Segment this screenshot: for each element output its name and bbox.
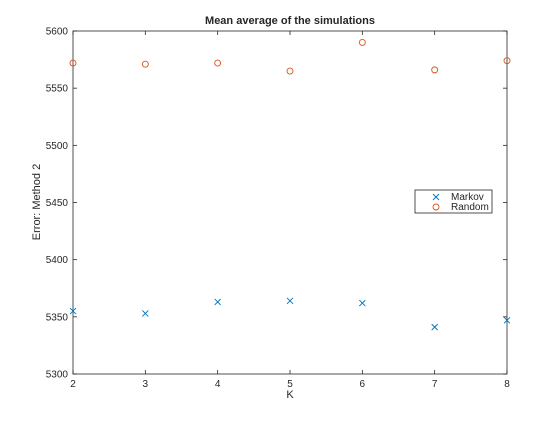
- ticks-layer: 2 3 4 5 6 7 8 5300 5350 5400 5450 5500 5550 5600: [46, 27, 510, 391]
- x-tick-label: 6: [360, 379, 366, 390]
- random-point: [358, 38, 366, 46]
- markov-point-stroke: [214, 298, 221, 306]
- markov-point: [214, 298, 221, 306]
- markov-point-stroke: [359, 299, 366, 307]
- markov-point: [431, 323, 438, 331]
- random-point: [69, 59, 77, 67]
- y-tick-label: 5350: [46, 312, 69, 323]
- y-tick-label: 5550: [46, 84, 69, 95]
- random-point: [431, 66, 439, 74]
- legend-markov-marker-stroke: [432, 193, 440, 201]
- legend-markov-marker: [432, 193, 440, 201]
- markov-point-stroke: [69, 307, 77, 315]
- random-point: [214, 59, 222, 67]
- x-tick-label: 2: [70, 379, 76, 390]
- y-tick-label: 5500: [46, 141, 69, 152]
- x-tick-label: 8: [504, 379, 510, 390]
- x-axis-label: K: [286, 389, 294, 401]
- markov-point-stroke: [503, 316, 511, 324]
- legend-label-random: Random: [451, 202, 489, 213]
- x-tick-label: 5: [287, 379, 293, 390]
- markov-point: [503, 316, 511, 324]
- random-point: [141, 60, 149, 68]
- markov-point: [359, 299, 366, 307]
- legend-random-marker: [432, 203, 440, 211]
- y-tick-label: 5400: [46, 255, 69, 266]
- markov-point: [69, 307, 77, 315]
- markov-point-stroke: [431, 323, 438, 331]
- markers-layer: [69, 38, 511, 331]
- legend-marker-markov: [432, 193, 440, 201]
- random-point: [503, 57, 511, 65]
- random-point: [286, 67, 294, 75]
- legend: Markov Random: [414, 189, 493, 214]
- legend-label-markov: Markov: [451, 192, 484, 203]
- markov-point-stroke: [142, 310, 149, 317]
- chart-title: Mean average of the simulations: [205, 15, 375, 27]
- x-tick-label: 3: [143, 379, 149, 390]
- y-tick-label: 5450: [46, 198, 69, 209]
- legend-marker-random: [432, 203, 440, 211]
- markov-point: [142, 310, 149, 317]
- y-axis-label: Error: Method 2: [31, 164, 43, 240]
- x-tick-label: 7: [432, 379, 438, 390]
- y-tick-label: 5300: [46, 370, 69, 381]
- markov-point-stroke: [286, 297, 294, 305]
- markov-point: [286, 297, 294, 305]
- y-tick-label: 5600: [46, 27, 69, 38]
- x-tick-label: 4: [215, 379, 221, 390]
